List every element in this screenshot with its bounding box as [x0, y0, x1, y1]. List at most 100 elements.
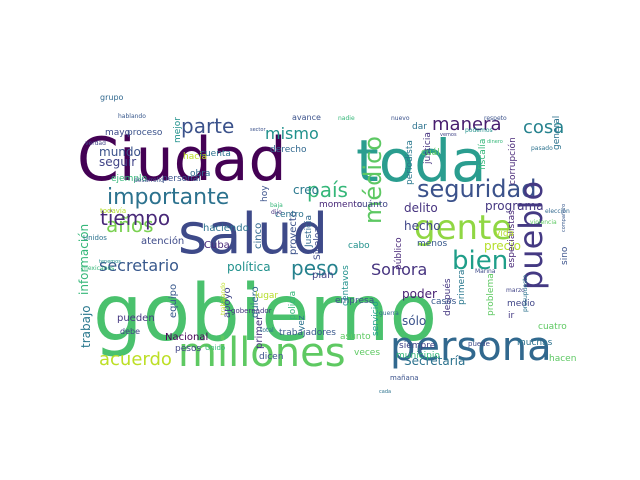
cloud-word: dicen — [259, 352, 283, 362]
cloud-word: apoyo — [222, 287, 233, 318]
cloud-word: medio — [507, 299, 536, 309]
cloud-word: poder — [402, 287, 437, 301]
cloud-word: proyecto — [288, 211, 299, 255]
cloud-word: violencia — [530, 219, 557, 226]
cloud-word: persona — [390, 324, 552, 370]
cloud-word: Nacional — [165, 332, 208, 343]
cloud-word: veces — [354, 348, 380, 358]
cloud-word: vemos — [440, 132, 457, 138]
cloud-word: Secretaría — [404, 354, 465, 368]
cloud-word: hablando — [118, 113, 146, 120]
cloud-word: lugar — [255, 291, 278, 301]
cloud-word: cosa — [523, 117, 564, 138]
cloud-word: después — [442, 278, 453, 316]
cloud-word: compañero — [561, 204, 567, 232]
cloud-word: sector — [250, 127, 266, 133]
cloud-word: equipo — [168, 284, 179, 318]
cloud-word: quiero — [250, 286, 261, 318]
cloud-word: país — [307, 178, 348, 202]
cloud-word: precio — [484, 239, 521, 253]
cloud-word: hacia — [183, 152, 207, 162]
cloud-word: baja — [270, 202, 283, 209]
cloud-word: marzo — [506, 287, 525, 294]
cloud-word: sólo — [402, 314, 426, 328]
cloud-word: vez — [297, 315, 307, 331]
cloud-word: primera — [457, 270, 467, 305]
cloud-word: cinco — [253, 223, 264, 249]
cloud-word: Unido — [205, 344, 225, 352]
cloud-word: presupuesto — [522, 274, 529, 312]
cloud-word: mañana — [390, 374, 419, 382]
cloud-word: pueblo — [512, 181, 550, 290]
cloud-word: gente — [414, 208, 512, 248]
cloud-word: casos — [431, 297, 457, 307]
cloud-word: importante — [107, 185, 229, 210]
cloud-word: derecho — [270, 145, 307, 155]
cloud-word: gobierno — [93, 269, 437, 359]
cloud-word: trabajadores — [279, 328, 336, 338]
cloud-word: trabajo — [79, 305, 93, 348]
cloud-word: dar — [412, 122, 427, 132]
cloud-word: Unidos — [83, 234, 107, 242]
cloud-word: grupo — [100, 93, 124, 102]
cloud-word: servicio — [371, 301, 381, 336]
cloud-word: fiscalía — [478, 139, 488, 170]
cloud-word: cuánto — [357, 200, 388, 210]
cloud-word: guerra — [379, 310, 399, 317]
cloud-word: seguir — [99, 155, 136, 169]
cloud-word: delito — [404, 201, 438, 215]
cloud-word: corrupción — [507, 137, 518, 185]
cloud-word: periodista — [405, 140, 415, 185]
cloud-word: policía — [288, 291, 298, 320]
cloud-word: público — [394, 237, 404, 270]
cloud-word: seguridad — [417, 175, 536, 203]
cloud-word: menos — [417, 239, 448, 249]
cloud-word: centavos — [341, 265, 351, 306]
cloud-word: salud — [178, 202, 328, 267]
cloud-word: médico — [359, 136, 387, 224]
cloud-word: Sinaloa — [313, 227, 323, 260]
cloud-word: especialistas — [507, 210, 517, 268]
cloud-word: empresa — [335, 296, 374, 306]
cloud-word: cada — [379, 389, 391, 395]
cloud-word: toda — [356, 127, 487, 195]
cloud-word: hecho — [404, 219, 441, 233]
cloud-word: puede — [468, 340, 490, 348]
cloud-word: Sonora — [371, 260, 427, 279]
cloud-word: general — [552, 116, 562, 150]
cloud-word: mejor — [173, 117, 183, 143]
cloud-word: dijo — [271, 209, 282, 216]
cloud-word: sino — [560, 246, 570, 265]
cloud-word: siempre — [399, 341, 436, 351]
cloud-word: mundo — [99, 145, 141, 159]
cloud-word: política — [227, 260, 271, 274]
cloud-word: Justicia — [304, 215, 314, 248]
cloud-word: tenemos — [99, 259, 121, 265]
cloud-word: ir — [508, 311, 515, 321]
cloud-word: elección — [545, 208, 570, 215]
cloud-word: secretario — [99, 256, 179, 275]
cloud-word: información — [77, 224, 91, 295]
cloud-word: total — [260, 327, 274, 334]
cloud-word: dinero — [487, 139, 503, 145]
cloud-word: desarrollo — [134, 177, 164, 184]
cloud-word: parte — [181, 114, 234, 138]
cloud-word: atención — [141, 235, 184, 247]
cloud-word: tiempo — [100, 206, 170, 230]
cloud-word: Ciudad — [77, 125, 287, 195]
cloud-word: momento — [319, 200, 363, 210]
cloud-word: todavía — [100, 207, 126, 215]
cloud-word: plan — [312, 270, 334, 281]
cloud-word: trabajando — [220, 282, 227, 315]
cloud-word: hacen — [549, 354, 576, 364]
cloud-word: nadie — [338, 115, 355, 122]
cloud-word: acuerdo — [99, 349, 172, 370]
cloud-word: pasado — [531, 145, 553, 152]
cloud-word: vida — [495, 229, 514, 239]
cloud-word: obra — [190, 169, 210, 179]
cloud-word: gobernador — [231, 307, 272, 315]
cloud-word: proceso — [127, 128, 163, 138]
cloud-word: cuatro — [538, 322, 567, 332]
cloud-word: cuenta — [200, 149, 231, 159]
